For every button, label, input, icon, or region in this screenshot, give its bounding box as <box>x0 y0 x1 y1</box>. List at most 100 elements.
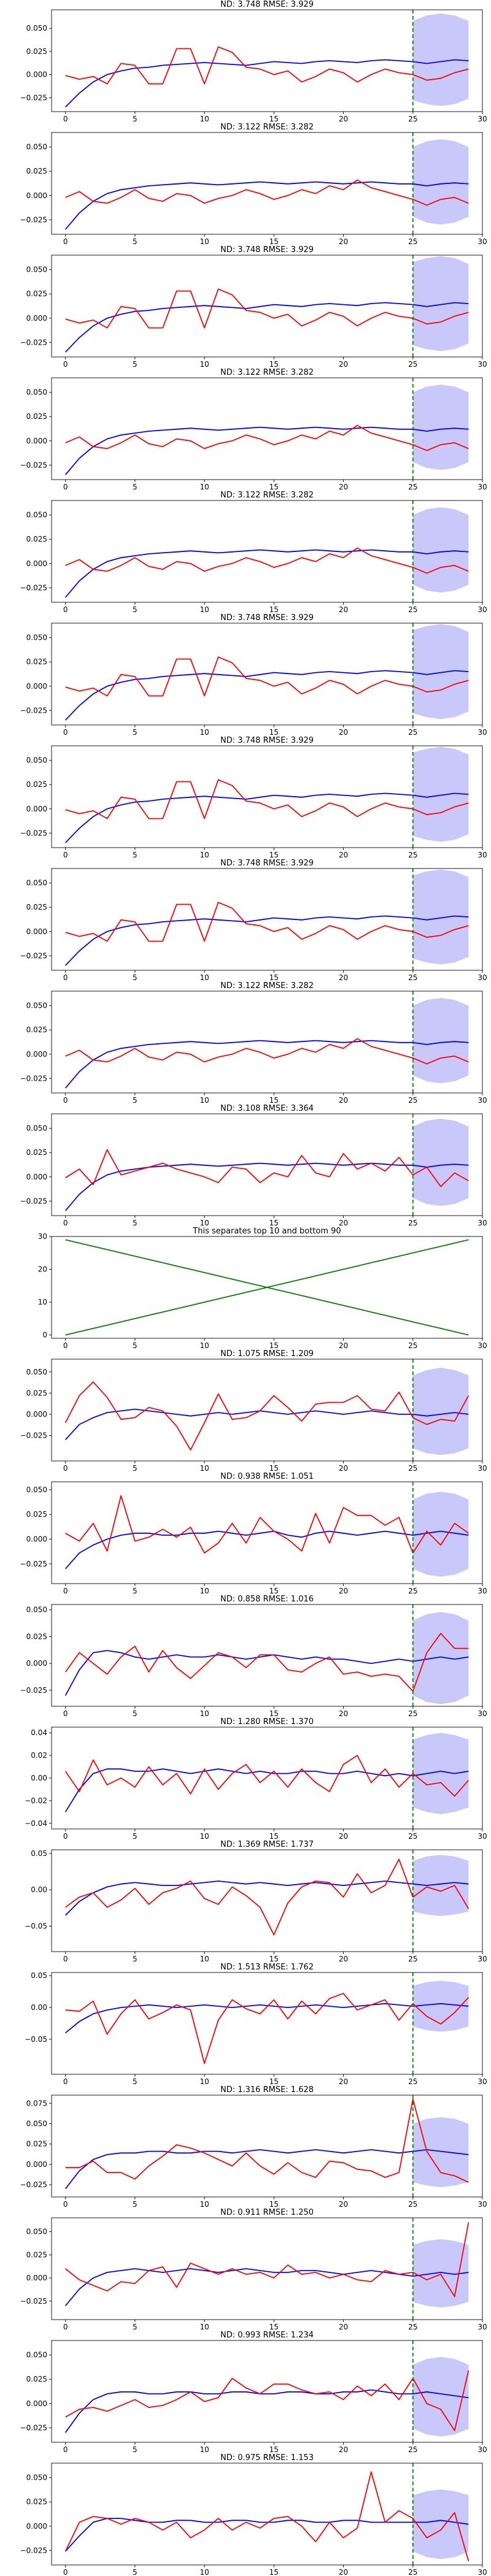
confidence-band <box>412 1855 469 1916</box>
x-tick-label: 5 <box>133 1955 137 1963</box>
x-tick-label: 5 <box>133 1832 137 1841</box>
y-tick-label: 0.025 <box>26 412 47 421</box>
x-tick-label: 10 <box>199 1709 209 1718</box>
chart-panel: ND: 1.369 RMSE: 1.737 0 5 10 15 20 25 30 −0.05 0.… <box>25 1840 487 1963</box>
confidence-band <box>412 385 469 470</box>
x-tick-label: 10 <box>199 115 209 123</box>
chart-panel: ND: 3.748 RMSE: 3.929 0 5 10 15 20 25 30 −0.025 0… <box>20 613 487 737</box>
chart-title: ND: 0.911 RMSE: 1.250 <box>220 2208 314 2217</box>
x-tick-label: 30 <box>477 115 487 123</box>
y-tick-label: 0.00 <box>31 1774 47 1782</box>
confidence-band <box>412 869 469 965</box>
axes-frame <box>51 132 483 235</box>
x-tick-label: 30 <box>477 2445 487 2454</box>
chart-panel: ND: 0.993 RMSE: 1.234 0 5 10 15 20 25 30 −0.025 0… <box>20 2331 487 2454</box>
plot-area <box>64 10 469 112</box>
y-tick-label: 0.050 <box>26 24 47 33</box>
prediction-line <box>64 1530 469 1570</box>
chart-title: ND: 3.122 RMSE: 3.282 <box>220 981 314 991</box>
y-tick-label: 0.000 <box>26 2522 47 2531</box>
x-tick-label: 15 <box>269 1219 279 1227</box>
chart-title: ND: 0.858 RMSE: 1.016 <box>220 1595 314 1604</box>
y-tick-label: −0.025 <box>20 951 47 960</box>
actual-line <box>64 1381 470 1451</box>
confidence-band <box>412 1118 469 1206</box>
x-tick-label: 5 <box>133 605 137 614</box>
x-tick-label: 10 <box>199 973 209 982</box>
actual-line <box>65 902 469 942</box>
actual-line <box>65 288 469 329</box>
actual-line <box>65 1149 469 1187</box>
chart-panel: ND: 1.513 RMSE: 1.762 0 5 10 15 20 25 30 −0.05 0.… <box>25 1963 487 2086</box>
x-tick-label: 15 <box>269 1709 279 1718</box>
confidence-band <box>412 624 469 719</box>
y-tick-label: 0.000 <box>26 191 47 200</box>
x-tick-label: 20 <box>339 1464 348 1473</box>
prediction-line <box>64 181 469 230</box>
plot-area <box>65 1972 470 2074</box>
plot-area <box>64 746 469 848</box>
x-tick-label: 20 <box>339 237 348 246</box>
axes-frame <box>51 2217 483 2320</box>
x-tick-label: 5 <box>133 728 137 737</box>
chart-panel: ND: 1.075 RMSE: 1.209 0 5 10 15 20 25 30 −0.025 0… <box>20 1349 487 1473</box>
chart-title: ND: 3.748 RMSE: 3.929 <box>220 859 314 868</box>
chart-title: ND: 3.748 RMSE: 3.929 <box>220 736 314 745</box>
plot-area <box>64 1850 470 1952</box>
separator-line-down <box>65 1239 469 1336</box>
y-tick-label: 0.000 <box>26 71 47 79</box>
x-tick-label: 10 <box>199 237 209 246</box>
x-tick-label: 15 <box>269 1464 279 1473</box>
actual-line <box>65 2098 469 2183</box>
prediction-line <box>64 2389 469 2433</box>
plot-area <box>64 868 469 970</box>
axes-frame <box>51 745 483 848</box>
x-tick-label: 30 <box>477 1832 487 1841</box>
x-tick-label: 10 <box>199 1219 209 1227</box>
confidence-band <box>412 1367 469 1455</box>
x-tick-label: 0 <box>63 2445 68 2454</box>
chart-panel: ND: 3.748 RMSE: 3.929 0 5 10 15 20 25 30 −0.025 0… <box>20 245 487 369</box>
confidence-band <box>412 1612 469 1704</box>
x-tick-label: 0 <box>63 1709 68 1718</box>
x-tick-label: 30 <box>477 2323 487 2331</box>
x-tick-label: 20 <box>339 2200 348 2209</box>
y-tick-label: 0.050 <box>26 388 47 397</box>
plot-area <box>64 2218 470 2320</box>
x-tick-label: 10 <box>199 851 209 859</box>
prediction-line <box>65 2003 469 2034</box>
confidence-band <box>412 2356 469 2437</box>
y-tick-label: 0.000 <box>26 1659 47 1668</box>
x-tick-label: 5 <box>133 2568 137 2576</box>
x-tick-label: 20 <box>339 1709 348 1718</box>
plot-area <box>64 1482 469 1584</box>
plot-area <box>64 132 469 234</box>
axes-frame <box>51 1849 483 1952</box>
x-tick-label: 20 <box>339 1955 348 1963</box>
x-tick-label: 30 <box>477 973 487 982</box>
y-tick-label: 0.025 <box>26 289 47 298</box>
x-tick-label: 10 <box>199 2077 209 2086</box>
y-tick-label: 0.04 <box>31 1728 47 1737</box>
x-tick-label: 30 <box>477 237 487 246</box>
y-tick-label: 0.025 <box>26 2140 47 2149</box>
x-tick-label: 10 <box>199 2200 209 2209</box>
chart-title: ND: 1.316 RMSE: 1.628 <box>220 2085 314 2095</box>
x-tick-label: 20 <box>339 851 348 859</box>
prediction-line <box>64 549 469 598</box>
x-tick-label: 25 <box>408 2445 417 2454</box>
actual-line <box>65 779 469 819</box>
x-tick-label: 15 <box>269 605 279 614</box>
chart-panel: ND: 3.748 RMSE: 3.929 0 5 10 15 20 25 30 −0.025 0… <box>20 0 487 123</box>
y-tick-label: 0.000 <box>26 559 47 568</box>
y-tick-label: −0.05 <box>25 2035 47 2044</box>
y-tick-label: 0.00 <box>31 2003 47 2012</box>
x-tick-label: 5 <box>133 2200 137 2209</box>
y-tick-label: 0.050 <box>26 1002 47 1010</box>
confidence-band <box>412 2117 469 2188</box>
x-tick-label: 30 <box>477 1464 487 1473</box>
prediction-line <box>64 1768 469 1812</box>
prediction-line <box>64 2149 469 2190</box>
chart-panel: ND: 3.122 RMSE: 3.282 0 5 10 15 20 25 30 −0.025 0… <box>20 368 487 491</box>
x-tick-label: 10 <box>199 1587 209 1595</box>
